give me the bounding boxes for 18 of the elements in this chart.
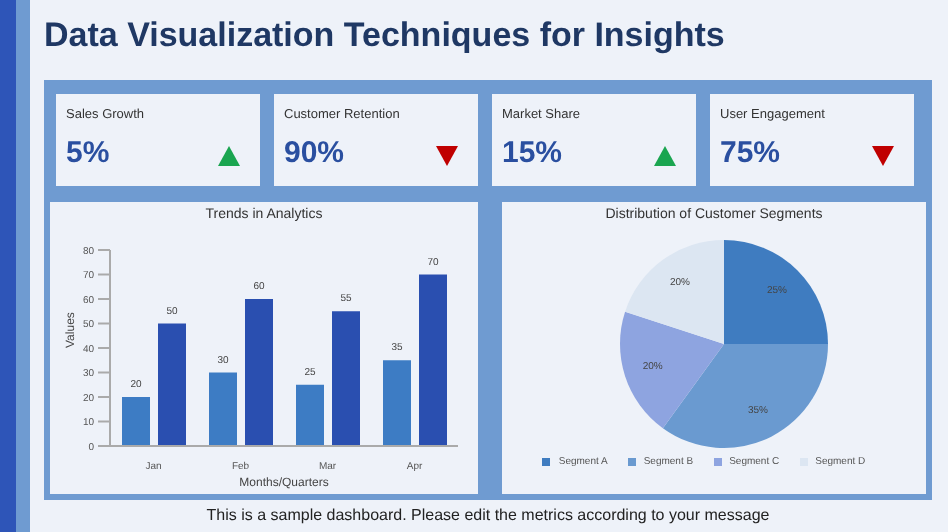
text: 75%	[720, 136, 781, 170]
bar	[122, 397, 150, 446]
bar	[383, 360, 411, 446]
bar	[158, 323, 186, 446]
text: Data Visualization Techniques for Insights	[44, 16, 725, 56]
bar	[332, 311, 360, 446]
bar	[209, 372, 237, 446]
text: 5%	[66, 136, 110, 170]
bar	[245, 299, 273, 446]
pie-slice	[662, 344, 828, 448]
text: 90%	[284, 136, 345, 170]
text: This is a sample dashboard. Please edit the metrics according to your message	[204, 506, 772, 524]
bar	[296, 384, 324, 446]
pie-slice	[724, 240, 828, 344]
bar	[419, 274, 447, 446]
pie-slice	[625, 240, 724, 344]
pie-slice	[620, 311, 724, 429]
text: 15%	[502, 136, 563, 170]
